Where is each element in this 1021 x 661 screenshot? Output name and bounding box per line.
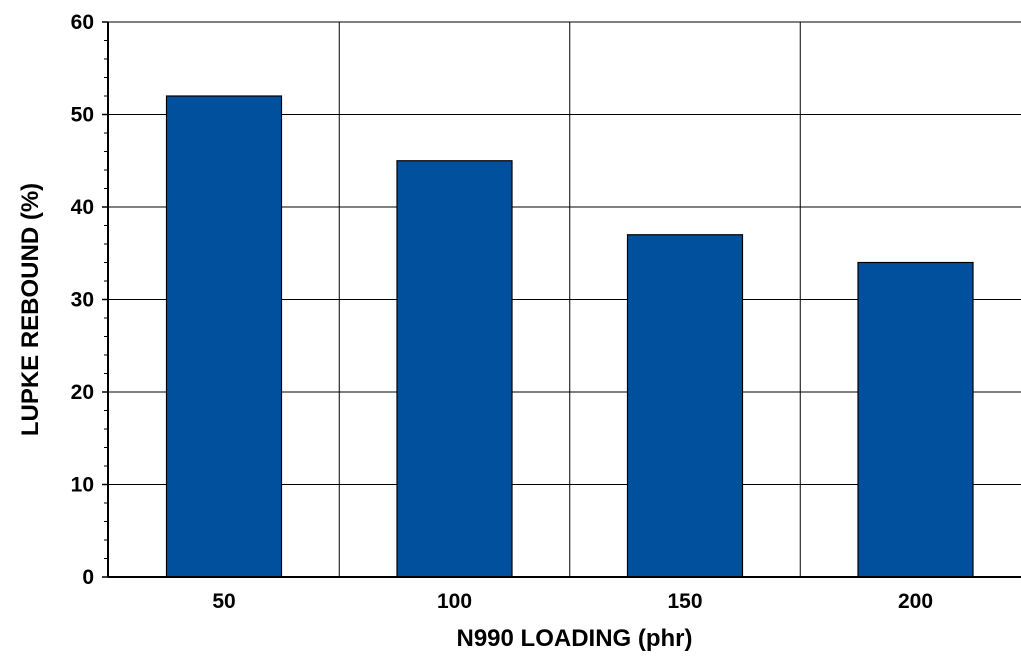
axes (102, 21, 1021, 578)
y-tick-label: 30 (71, 289, 94, 312)
bars (165, 95, 974, 578)
bar-100 (396, 160, 513, 578)
y-tick-label: 50 (71, 104, 94, 127)
x-tick-label: 100 (437, 590, 472, 613)
x-tick-label: 150 (667, 590, 702, 613)
bar-150 (626, 234, 744, 578)
bar-50 (165, 95, 283, 578)
y-tick-label: 10 (71, 474, 94, 497)
y-tick-label: 0 (82, 566, 94, 589)
y-axis-title: LUPKE REBOUND (%) (17, 183, 44, 436)
y-tick-label: 60 (71, 11, 94, 34)
y-tick-label: 40 (71, 196, 94, 219)
y-tick-label: 20 (71, 381, 94, 404)
x-tick-label: 50 (212, 590, 235, 613)
tick-labels: 0 10 20 30 40 50 60 50 100 150 200 (71, 11, 933, 613)
bar-200 (857, 261, 974, 578)
x-tick-label: 200 (898, 590, 933, 613)
x-axis-title: N990 LOADING (phr) (456, 625, 692, 652)
